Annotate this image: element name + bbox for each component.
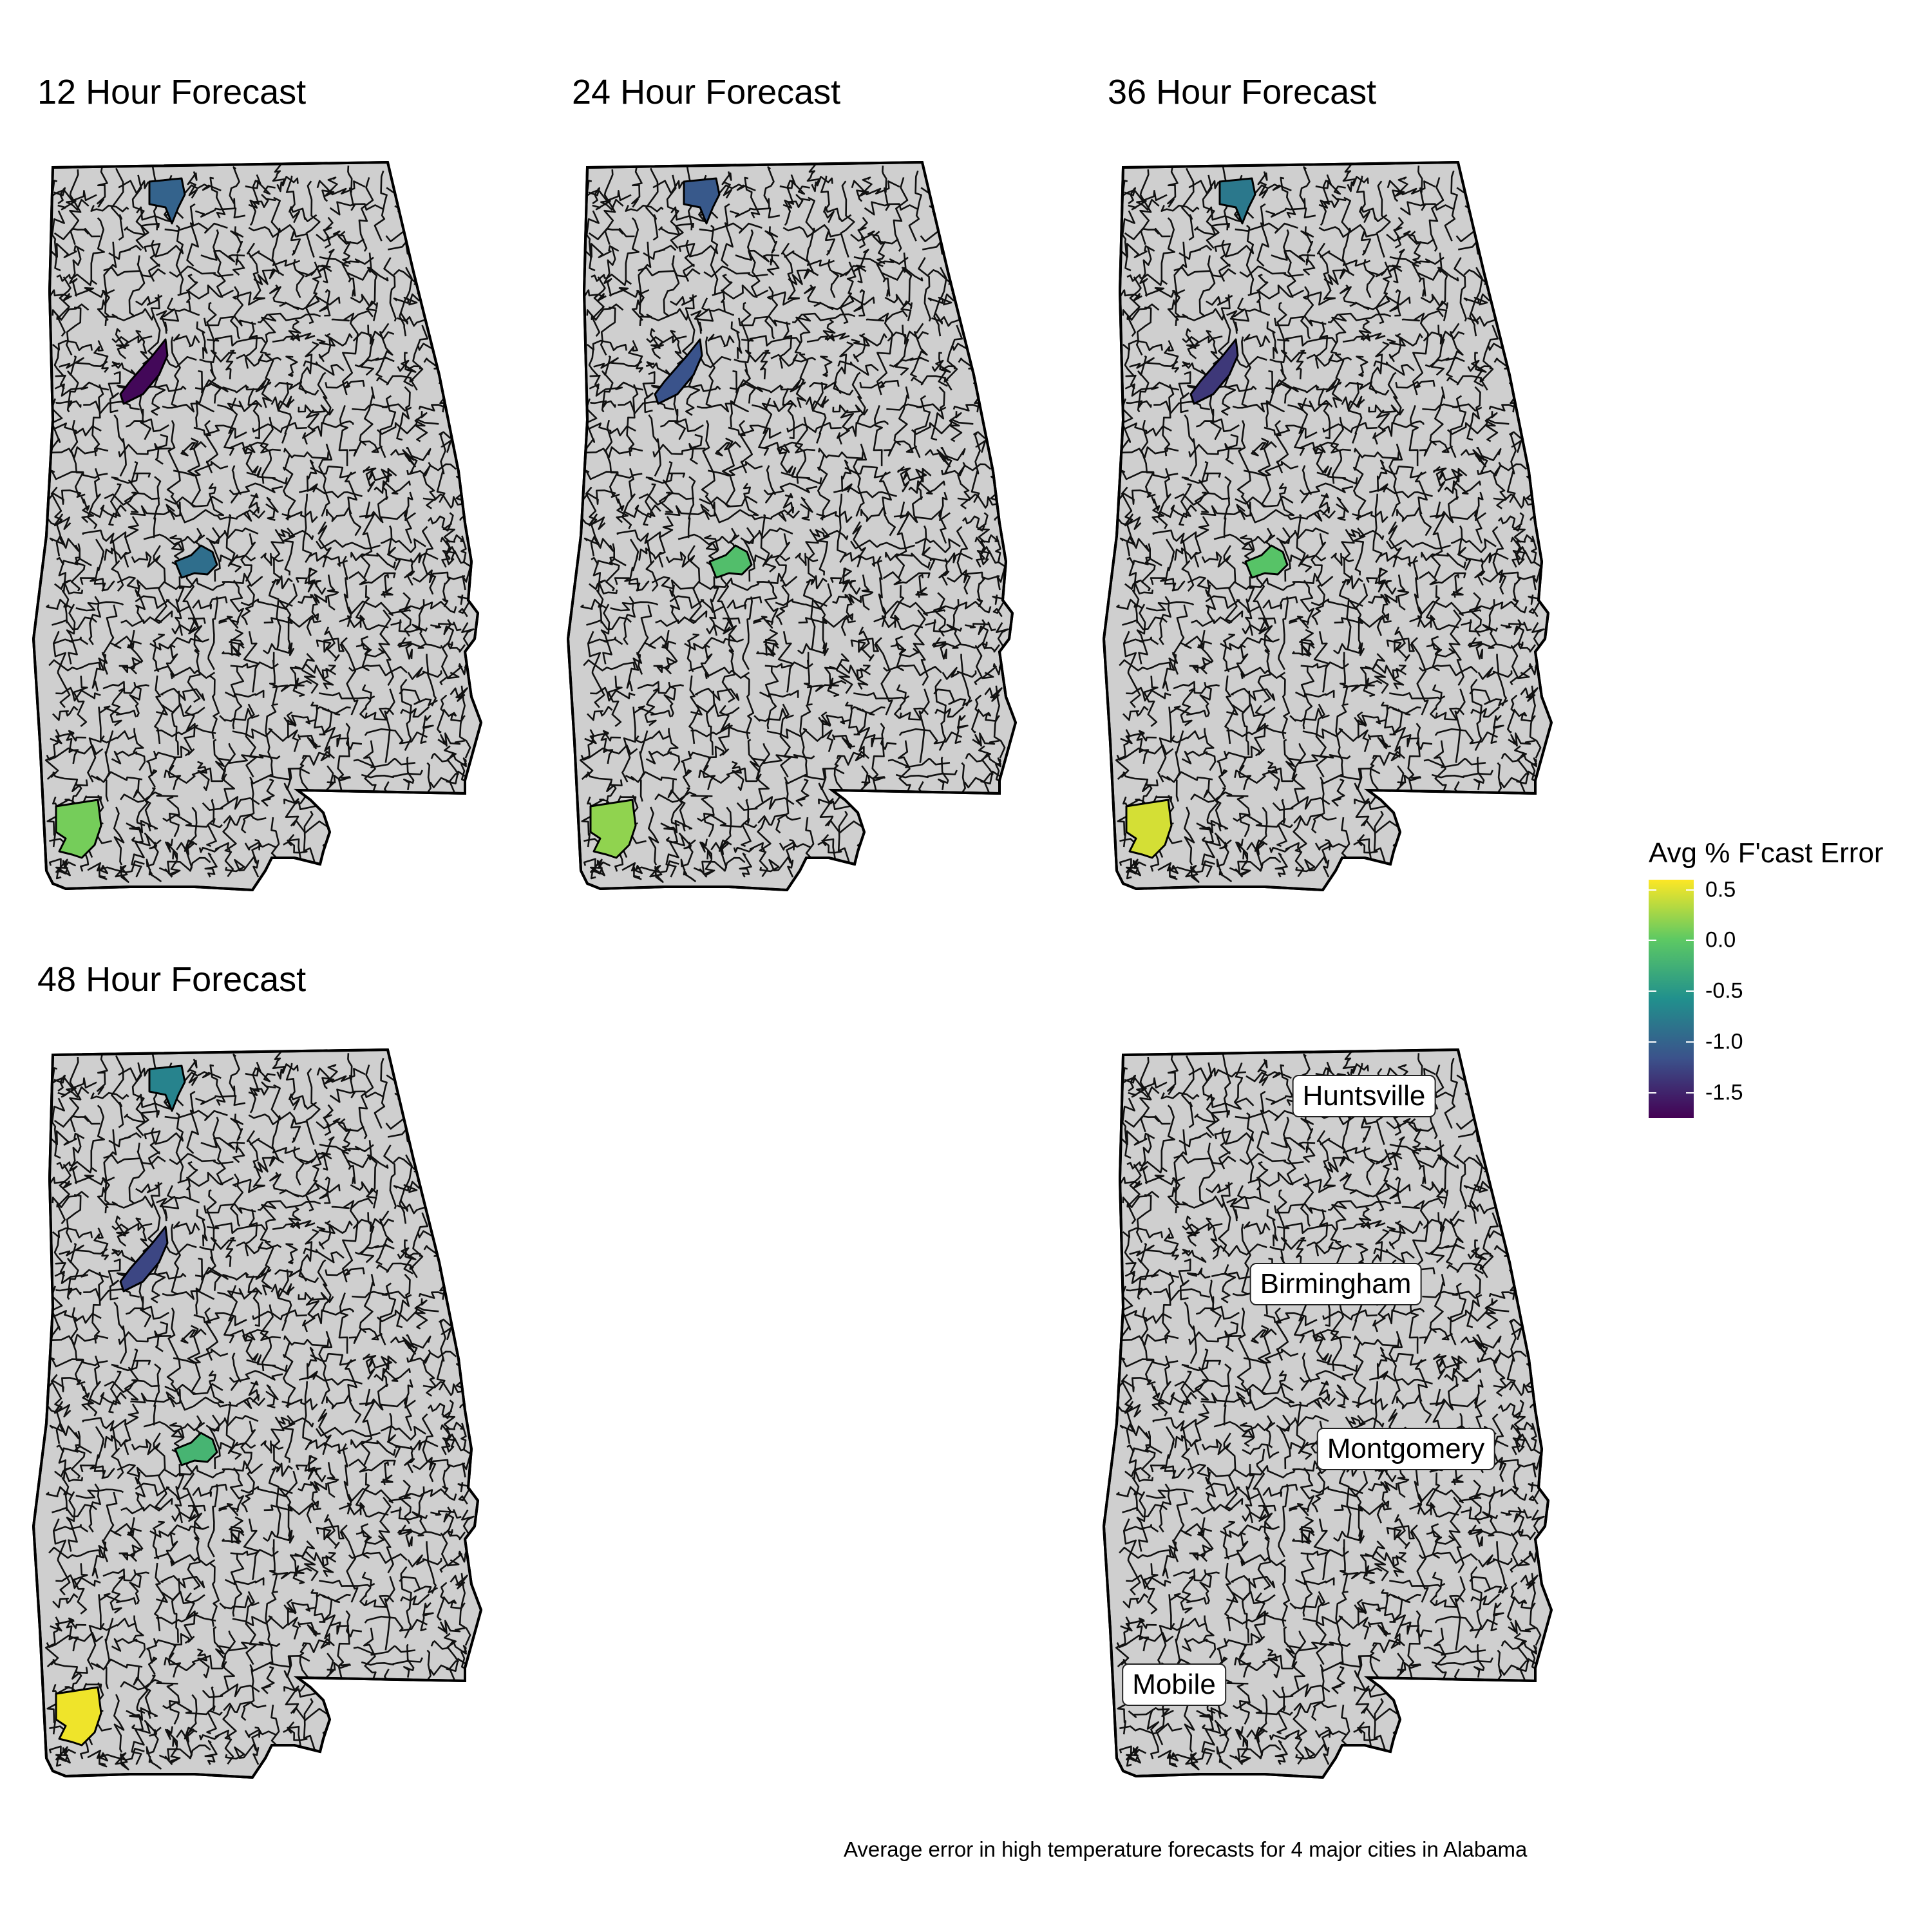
panel-title: 12 Hour Forecast [37,73,307,111]
county-boundaries [44,1050,475,1770]
city-region-huntsville [148,177,186,225]
city-region-mobile [1125,799,1173,859]
city-region-birmingham [119,338,169,405]
city-region-birmingham [119,1226,169,1293]
panel-title: 48 Hour Forecast [37,960,307,999]
city-region-huntsville [148,1065,186,1112]
city-region-huntsville [1218,177,1256,225]
city-label-mobile: Mobile [1122,1663,1226,1706]
city-region-montgomery [1244,544,1289,579]
panel-title: 24 Hour Forecast [572,73,841,111]
city-label-birmingham: Birmingham [1249,1263,1422,1305]
city-region-birmingham [654,338,703,405]
alabama-map [1102,160,1553,892]
alabama-map [1102,1048,1553,1779]
city-label-huntsville: Huntsville [1292,1075,1436,1117]
city-region-huntsville [683,177,721,225]
city-region-montgomery [174,1432,218,1466]
legend-tick-label: -1.5 [1705,1080,1743,1105]
panel-title: 36 Hour Forecast [1108,73,1377,111]
legend-tick-label: -1.0 [1705,1029,1743,1054]
alabama-map [32,160,483,892]
alabama-map [566,160,1018,892]
city-region-montgomery [174,544,218,579]
legend-tick-label: -0.5 [1705,978,1743,1003]
legend-colorbar [1649,880,1694,1118]
city-region-mobile [55,1686,102,1747]
county-boundaries [579,163,1009,883]
city-region-montgomery [708,544,753,579]
legend-tick-label: 0.5 [1705,877,1736,902]
city-region-mobile [55,799,102,859]
alabama-map [32,1048,483,1779]
legend: Avg % F'cast Error 0.5 0.0 -0.5 -1.0 -1.5 [1649,837,1884,1118]
city-label-montgomery: Montgomery [1316,1428,1495,1470]
city-region-birmingham [1189,338,1239,405]
city-region-mobile [589,799,637,859]
caption: Average error in high temperature foreca… [844,1837,1528,1861]
legend-tick-label: 0.0 [1705,927,1736,952]
legend-title: Avg % F'cast Error [1649,837,1884,869]
